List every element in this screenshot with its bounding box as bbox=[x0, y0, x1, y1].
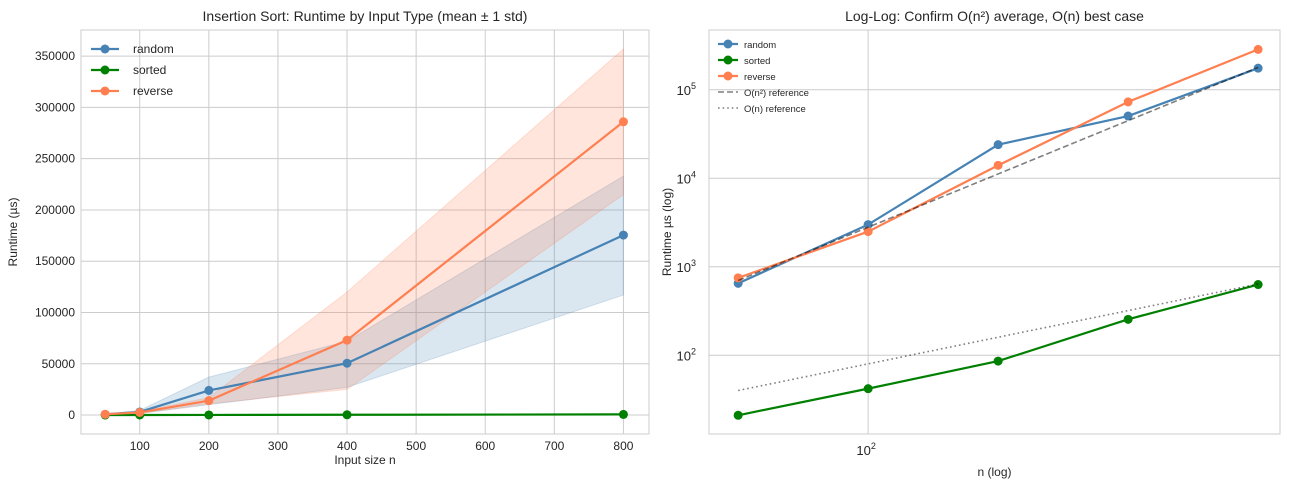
legend-marker-reverse bbox=[100, 86, 110, 96]
point-reverse bbox=[1123, 97, 1133, 107]
point-sorted bbox=[1253, 280, 1263, 290]
point-sorted bbox=[1123, 314, 1133, 324]
point-random bbox=[618, 230, 628, 240]
x-axis-label: Input size n bbox=[334, 453, 395, 467]
y-tick-label: 100000 bbox=[35, 305, 75, 319]
legend: random sorted reverse bbox=[91, 42, 174, 98]
point-sorted bbox=[618, 409, 628, 419]
y-tick-label: 250000 bbox=[35, 152, 75, 166]
legend-marker-sorted bbox=[100, 65, 110, 75]
legend-label-sorted: sorted bbox=[133, 63, 166, 77]
point-reverse bbox=[342, 335, 352, 345]
point-sorted bbox=[342, 410, 352, 420]
x-tick-label: 700 bbox=[544, 439, 564, 453]
x-tick-label: 100 bbox=[130, 439, 150, 453]
point-random bbox=[1123, 111, 1133, 121]
point-reverse bbox=[618, 117, 628, 127]
x-axis-label: n (log) bbox=[977, 465, 1011, 479]
line-o-n-reference bbox=[737, 283, 1259, 392]
y-tick-label: 103 bbox=[677, 258, 696, 275]
point-sorted bbox=[733, 410, 743, 420]
plot-content bbox=[733, 44, 1263, 420]
point-random bbox=[863, 220, 873, 230]
point-reverse bbox=[135, 407, 145, 417]
legend-marker-reverse bbox=[723, 71, 733, 81]
y-axis-label: Runtime µs (log) bbox=[660, 188, 674, 276]
line-sorted bbox=[105, 413, 624, 417]
point-reverse bbox=[1253, 44, 1263, 54]
point-sorted bbox=[863, 384, 873, 394]
point-reverse bbox=[733, 273, 743, 283]
legend-marker-sorted bbox=[723, 55, 733, 65]
x-tick-label: 102 bbox=[856, 441, 875, 458]
y-tick-label: 200000 bbox=[35, 203, 75, 217]
x-tick-label: 800 bbox=[613, 439, 633, 453]
x-tick-label: 400 bbox=[337, 439, 357, 453]
y-tick-label: 0 bbox=[68, 408, 75, 422]
point-reverse bbox=[204, 396, 214, 406]
x-tick-label: 300 bbox=[268, 439, 288, 453]
chart-title: Log-Log: Confirm O(n²) average, O(n) bes… bbox=[845, 8, 1144, 24]
plot-content bbox=[100, 47, 628, 420]
x-tick-label: 600 bbox=[475, 439, 495, 453]
legend-label-random: random bbox=[744, 40, 776, 51]
point-sorted bbox=[993, 356, 1003, 366]
x-tick-label: 500 bbox=[406, 439, 426, 453]
legend-label-o-n-reference: O(n²) reference bbox=[744, 88, 809, 99]
x-tick-label: 200 bbox=[199, 439, 219, 453]
chart-title: Insertion Sort: Runtime by Input Type (m… bbox=[203, 8, 528, 24]
y-tick-label: 50000 bbox=[42, 357, 76, 371]
left-chart-runtime-linear: 100 200 300 400 500 600 700 800 0 50000 100000 1500… bbox=[6, 8, 650, 467]
point-sorted bbox=[204, 410, 214, 420]
legend-label-random: random bbox=[133, 42, 174, 56]
y-tick-label: 300000 bbox=[35, 100, 75, 114]
legend-label-o-n-reference: O(n) reference bbox=[744, 104, 806, 115]
y-tick-label: 102 bbox=[677, 346, 696, 363]
y-tick-label: 350000 bbox=[35, 49, 75, 63]
point-random bbox=[342, 358, 352, 368]
y-axis-label: Runtime (µs) bbox=[6, 198, 20, 267]
y-tick-label: 105 bbox=[677, 81, 696, 98]
point-reverse bbox=[100, 409, 110, 419]
y-tick-label: 104 bbox=[677, 169, 696, 186]
point-random bbox=[204, 385, 214, 395]
legend: random sorted reverse O(n²) reference O(n) r… bbox=[718, 39, 809, 115]
legend-marker-random bbox=[723, 39, 733, 49]
legend-label-reverse: reverse bbox=[133, 84, 173, 98]
legend-label-sorted: sorted bbox=[744, 56, 770, 67]
point-reverse bbox=[863, 227, 873, 237]
line-o-n-reference bbox=[737, 66, 1259, 282]
y-tick-label: 150000 bbox=[35, 254, 75, 268]
legend-label-reverse: reverse bbox=[744, 72, 776, 83]
legend-marker-random bbox=[100, 44, 110, 54]
point-random bbox=[993, 140, 1003, 150]
point-reverse bbox=[993, 160, 1003, 170]
right-chart-loglog: 102 102 103 104 105 Log-Log: Confirm O(n²) av… bbox=[660, 8, 1281, 479]
